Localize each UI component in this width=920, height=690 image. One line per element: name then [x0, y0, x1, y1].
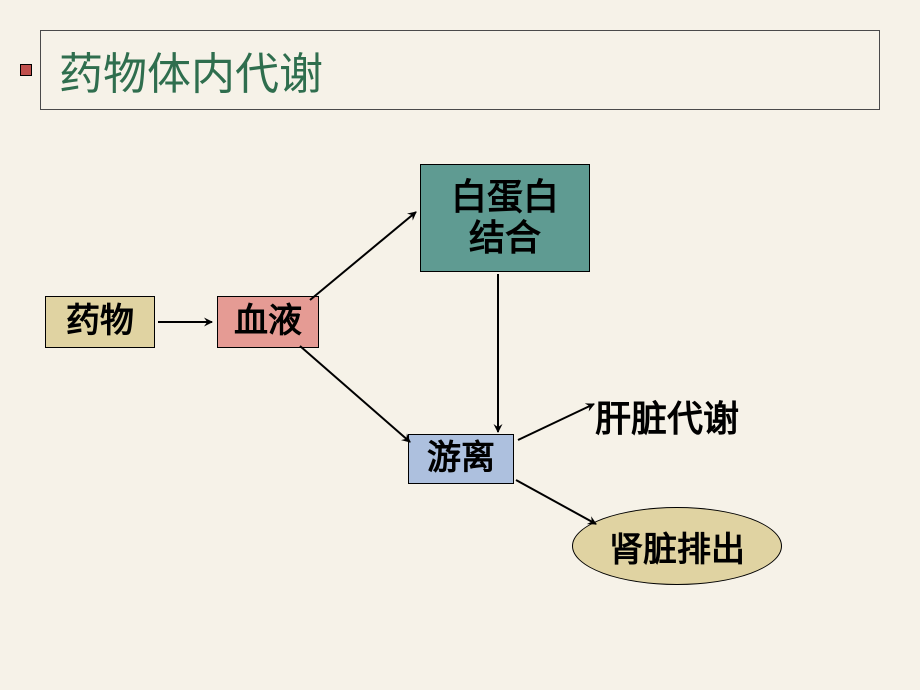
label-liver-text: 肝脏代谢 — [595, 399, 739, 439]
node-drug: 药物 — [45, 296, 155, 348]
node-albumin: 白蛋白 结合 — [420, 164, 590, 272]
ellipse-kidney: 肾脏排出 — [572, 507, 782, 585]
ellipse-kidney-text: 肾脏排出 — [609, 522, 745, 571]
label-liver: 肝脏代谢 — [595, 390, 739, 442]
node-drug-label: 药物 — [66, 302, 134, 341]
node-blood-label: 血液 — [234, 302, 302, 341]
node-albumin-label: 白蛋白 结合 — [451, 177, 559, 260]
node-free-label: 游离 — [427, 439, 495, 478]
title-box: 药物体内代谢 — [40, 30, 880, 110]
slide-title: 药物体内代谢 — [59, 38, 323, 102]
node-free: 游离 — [408, 434, 514, 484]
title-bullet — [20, 64, 32, 76]
node-blood: 血液 — [217, 296, 319, 348]
slide-canvas: 药物体内代谢 药物 血液 白蛋白 结合 游离 肝脏代谢 肾脏排出 — [0, 0, 920, 690]
